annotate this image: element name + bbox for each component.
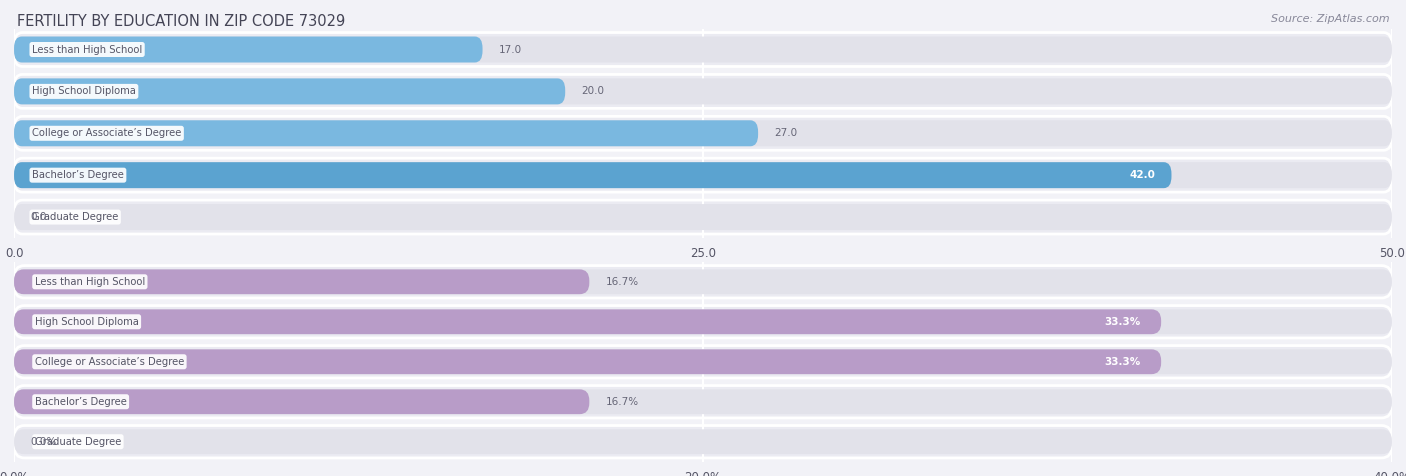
FancyBboxPatch shape — [14, 37, 1392, 62]
Text: 16.7%: 16.7% — [606, 397, 638, 407]
Text: College or Associate’s Degree: College or Associate’s Degree — [35, 357, 184, 367]
FancyBboxPatch shape — [14, 120, 758, 146]
FancyBboxPatch shape — [14, 79, 1392, 104]
FancyBboxPatch shape — [14, 74, 1392, 109]
Text: 33.3%: 33.3% — [1104, 317, 1140, 327]
FancyBboxPatch shape — [14, 426, 1392, 458]
FancyBboxPatch shape — [14, 37, 482, 62]
Text: High School Diploma: High School Diploma — [35, 317, 139, 327]
FancyBboxPatch shape — [14, 349, 1161, 374]
FancyBboxPatch shape — [14, 309, 1392, 334]
FancyBboxPatch shape — [14, 32, 1392, 67]
Text: FERTILITY BY EDUCATION IN ZIP CODE 73029: FERTILITY BY EDUCATION IN ZIP CODE 73029 — [17, 14, 344, 30]
FancyBboxPatch shape — [14, 269, 1392, 294]
Text: High School Diploma: High School Diploma — [32, 86, 136, 97]
FancyBboxPatch shape — [14, 200, 1392, 234]
Text: Source: ZipAtlas.com: Source: ZipAtlas.com — [1271, 14, 1389, 24]
FancyBboxPatch shape — [14, 162, 1392, 188]
Text: 42.0: 42.0 — [1129, 170, 1154, 180]
FancyBboxPatch shape — [14, 79, 565, 104]
FancyBboxPatch shape — [14, 120, 1392, 146]
Text: Bachelor’s Degree: Bachelor’s Degree — [32, 170, 124, 180]
Text: Less than High School: Less than High School — [35, 277, 145, 287]
Text: 33.3%: 33.3% — [1104, 357, 1140, 367]
FancyBboxPatch shape — [14, 389, 1392, 414]
FancyBboxPatch shape — [14, 386, 1392, 418]
Text: 17.0: 17.0 — [499, 44, 522, 55]
FancyBboxPatch shape — [14, 162, 1171, 188]
FancyBboxPatch shape — [14, 204, 1392, 230]
FancyBboxPatch shape — [14, 266, 1392, 298]
Text: College or Associate’s Degree: College or Associate’s Degree — [32, 128, 181, 139]
FancyBboxPatch shape — [14, 269, 589, 294]
Text: 27.0: 27.0 — [775, 128, 797, 139]
FancyBboxPatch shape — [14, 389, 589, 414]
Text: Less than High School: Less than High School — [32, 44, 142, 55]
FancyBboxPatch shape — [14, 309, 1161, 334]
FancyBboxPatch shape — [14, 116, 1392, 150]
Text: 0.0%: 0.0% — [31, 436, 56, 447]
Text: 0.0: 0.0 — [31, 212, 46, 222]
FancyBboxPatch shape — [14, 346, 1392, 378]
Text: Graduate Degree: Graduate Degree — [35, 436, 121, 447]
FancyBboxPatch shape — [14, 158, 1392, 192]
Text: Bachelor’s Degree: Bachelor’s Degree — [35, 397, 127, 407]
FancyBboxPatch shape — [14, 306, 1392, 338]
Text: 20.0: 20.0 — [582, 86, 605, 97]
FancyBboxPatch shape — [14, 429, 1392, 454]
Text: Graduate Degree: Graduate Degree — [32, 212, 118, 222]
FancyBboxPatch shape — [14, 349, 1392, 374]
Text: 16.7%: 16.7% — [606, 277, 638, 287]
